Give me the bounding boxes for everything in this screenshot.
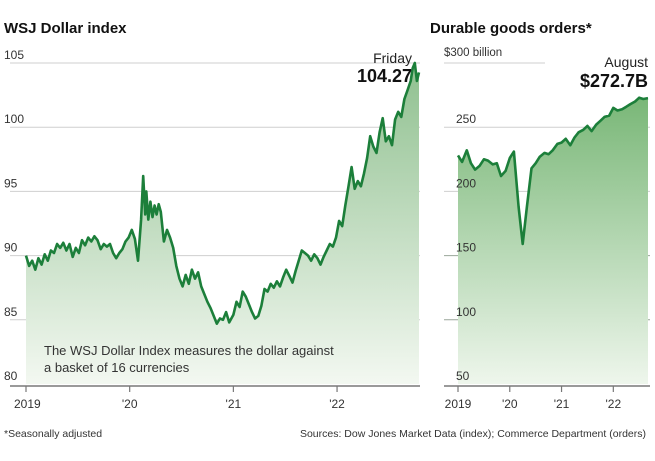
dollar-index-y-tick-label: 95 bbox=[4, 176, 18, 190]
durable-goods-x-tick-label: '22 bbox=[605, 397, 621, 411]
dollar-index-title: WSJ Dollar index bbox=[4, 20, 127, 37]
dollar-index-line bbox=[24, 61, 421, 325]
dollar-index-x-tick-label: '21 bbox=[226, 397, 242, 411]
dollar-index-y-tick-labels: 105 100 95 90 85 80 bbox=[4, 48, 24, 383]
dollar-index-chart: WSJ Dollar index 105 100 95 90 85 80 2019 '20 '… bbox=[4, 20, 421, 411]
sources-note: Sources: Dow Jones Market Data (index); … bbox=[300, 428, 646, 440]
durable-goods-y-tick-label: 150 bbox=[456, 241, 476, 255]
durable-goods-chart: Durable goods orders* 250 200 150 100 50 $30… bbox=[430, 20, 650, 411]
durable-goods-callout-value: $272.7B bbox=[580, 71, 648, 91]
dollar-index-x-tick-label: 2019 bbox=[14, 397, 41, 411]
dollar-index-callout-label: Friday bbox=[373, 50, 412, 66]
durable-goods-x-tick-label: 2019 bbox=[445, 397, 472, 411]
durable-goods-line bbox=[456, 96, 649, 246]
durable-goods-y-tick-label: 250 bbox=[456, 112, 476, 126]
durable-goods-y-tick-label: 50 bbox=[456, 369, 470, 383]
dollar-index-callout-value: 104.27 bbox=[357, 66, 412, 86]
dollar-index-y-tick-label: 80 bbox=[4, 369, 18, 383]
durable-goods-y-tick-labels: 250 200 150 100 50 bbox=[456, 112, 476, 383]
dollar-index-y-tick-label: 100 bbox=[4, 112, 24, 126]
durable-goods-title: Durable goods orders* bbox=[430, 20, 592, 37]
dollar-index-area bbox=[26, 63, 419, 384]
dollar-index-y-tick-label: 85 bbox=[4, 305, 18, 319]
durable-goods-y-tick-label: 100 bbox=[456, 305, 476, 319]
durable-goods-x-tick-label: '21 bbox=[554, 397, 570, 411]
durable-goods-y-tick-label: 200 bbox=[456, 176, 476, 190]
dollar-index-x-tick-label: '22 bbox=[329, 397, 345, 411]
durable-goods-area bbox=[458, 97, 648, 384]
durable-goods-unit-label: $300 billion bbox=[444, 47, 502, 59]
dollar-index-annotation-line-2: a basket of 16 currencies bbox=[44, 360, 190, 375]
dollar-index-annotation-line-1: The WSJ Dollar Index measures the dollar… bbox=[44, 343, 334, 358]
durable-goods-callout-label: August bbox=[604, 54, 648, 70]
dollar-index-x-ticks: 2019 '20 '21 '22 bbox=[14, 386, 345, 411]
footnote-seasonally-adjusted: *Seasonally adjusted bbox=[4, 428, 102, 440]
dollar-index-y-tick-label: 105 bbox=[4, 48, 24, 62]
durable-goods-x-tick-label: '20 bbox=[502, 397, 518, 411]
dollar-index-x-tick-label: '20 bbox=[122, 397, 138, 411]
durable-goods-x-ticks: 2019 '20 '21 '22 bbox=[445, 386, 621, 411]
dollar-index-y-tick-label: 90 bbox=[4, 241, 18, 255]
